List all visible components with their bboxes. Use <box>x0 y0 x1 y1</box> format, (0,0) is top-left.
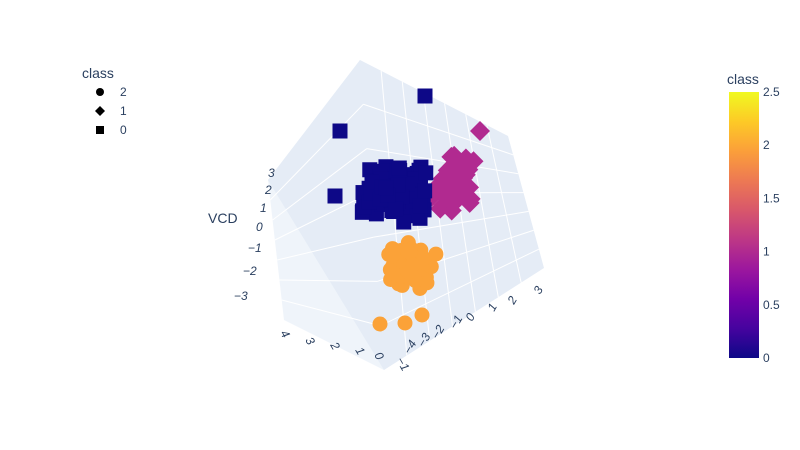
data-point <box>416 250 432 266</box>
grid-line <box>281 299 381 327</box>
colorbar-strip <box>729 92 759 358</box>
data-point <box>385 246 401 262</box>
colorbar-tick: 1.5 <box>763 191 780 205</box>
data-point <box>459 192 480 213</box>
data-point <box>417 183 433 199</box>
x-tick-label: 4 <box>277 328 293 341</box>
y-tick-label: −2 <box>428 322 447 341</box>
colorbar-tick: 2 <box>763 138 770 152</box>
grid-line <box>274 192 371 241</box>
data-point <box>428 246 444 262</box>
grid-line <box>380 248 540 327</box>
y-tick-label: −4 <box>400 337 419 356</box>
data-point <box>412 198 428 214</box>
data-point <box>440 175 461 196</box>
colorbar: class 2.5 2 1.5 1 0.5 0 <box>727 71 780 365</box>
data-point <box>394 189 410 205</box>
series-class-1 <box>421 121 490 221</box>
z-tick-label: −1 <box>248 241 262 255</box>
data-point <box>400 243 416 259</box>
z-axis-ticks: 3 2 1 0 −1 −2 −3 <box>234 166 275 303</box>
z-tick-label: −2 <box>243 264 257 278</box>
y-tick-label: 2 <box>504 293 520 307</box>
grid-line <box>444 103 476 312</box>
z-tick-label: 0 <box>256 220 263 234</box>
grid-line <box>272 148 368 221</box>
data-point <box>397 315 413 331</box>
square-icon <box>96 126 104 134</box>
colorbar-tick: 1 <box>763 245 770 259</box>
y-tick-label: 1 <box>484 301 499 314</box>
circle-icon <box>96 88 104 96</box>
data-point <box>332 123 348 139</box>
grid-line <box>363 103 514 156</box>
colorbar-tick: 2.5 <box>763 85 780 99</box>
legend-item-2[interactable]: 2 <box>96 85 127 99</box>
grid-line <box>277 236 374 261</box>
grid-line <box>486 125 522 283</box>
series-class-2 <box>372 235 444 332</box>
data-point <box>327 188 343 204</box>
data-point <box>470 121 490 141</box>
y-tick-label: 3 <box>530 283 546 296</box>
data-point <box>388 201 404 217</box>
grid-line <box>465 114 499 298</box>
data-point <box>372 316 388 332</box>
x-tick-label: 3 <box>302 335 318 348</box>
colorbar-tick: 0 <box>763 351 770 365</box>
z-tick-label: 2 <box>264 183 272 197</box>
data-point <box>396 214 412 230</box>
data-point <box>391 160 407 176</box>
legend-item-1[interactable]: 1 <box>95 104 127 118</box>
z-tick-label: 1 <box>260 201 267 215</box>
data-point <box>414 307 430 323</box>
y-tick-label: −1 <box>446 313 465 332</box>
legend-label: 1 <box>120 104 127 118</box>
x-tick-label: −1 <box>393 355 412 374</box>
z-axis-title: VCD <box>208 210 238 226</box>
legend-label: 0 <box>120 123 127 137</box>
z-tick-label: 3 <box>268 166 275 180</box>
colorbar-title: class <box>727 71 759 87</box>
grid-line <box>373 210 529 238</box>
colorbar-tick: 0.5 <box>763 298 780 312</box>
grid-line <box>366 148 519 175</box>
y-tick-label: −3 <box>414 330 433 349</box>
legend-item-0[interactable]: 0 <box>96 123 127 137</box>
series-class-0 <box>327 88 434 230</box>
grid-line <box>279 279 378 282</box>
data-point <box>400 264 416 280</box>
diamond-icon <box>95 106 105 116</box>
data-point <box>418 165 434 181</box>
data-markers <box>327 88 490 332</box>
grid-line <box>269 103 364 201</box>
z-tick-label: −3 <box>234 289 248 303</box>
legend-label: 2 <box>120 85 127 99</box>
scene-3d[interactable] <box>268 60 544 370</box>
data-point <box>453 166 474 187</box>
legend-title: class <box>82 65 114 81</box>
legend[interactable]: class 2 1 0 <box>82 65 127 137</box>
data-point <box>417 88 433 104</box>
data-point <box>378 180 394 196</box>
